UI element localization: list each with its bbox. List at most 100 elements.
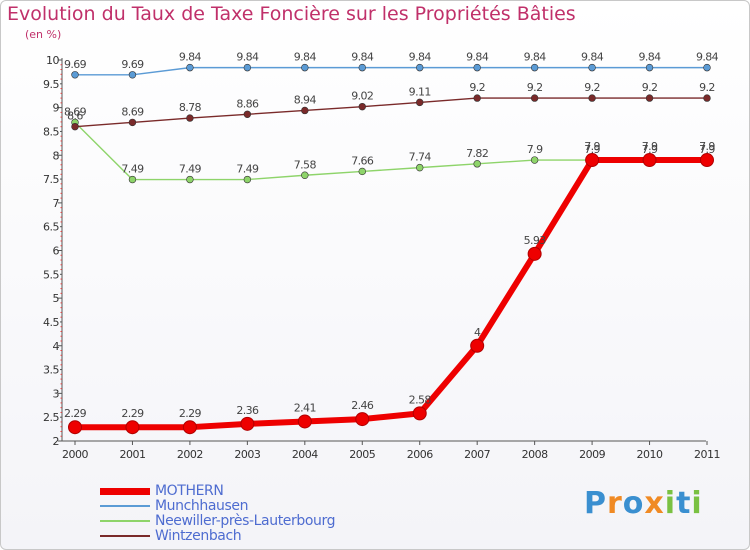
logo-letter: i (664, 486, 677, 521)
data-point (128, 118, 137, 127)
data-point (416, 63, 424, 72)
data-label: 9.2 (642, 81, 658, 94)
data-point (416, 98, 424, 107)
logo-letter: x (644, 486, 665, 521)
legend-label: Wintzenbach (155, 528, 242, 544)
x-tick-label: 2008 (522, 448, 548, 461)
y-tick-label: 8 (53, 149, 60, 162)
data-label: 9.2 (527, 81, 543, 94)
data-point (186, 114, 194, 122)
data-label: 4 (474, 326, 481, 339)
x-tick-label: 2003 (234, 448, 260, 461)
series-line-3 (74, 97, 708, 128)
data-point (358, 63, 366, 72)
data-label: 7.82 (466, 147, 488, 160)
data-label: 7.49 (236, 163, 259, 176)
data-point (527, 246, 542, 261)
data-label: 9.69 (121, 58, 144, 71)
data-point (645, 94, 654, 102)
data-label: 8.6 (67, 110, 83, 123)
data-point (642, 153, 657, 168)
data-point (358, 167, 366, 176)
y-tick-label: 4.5 (43, 316, 59, 329)
data-label: 2.58 (409, 393, 432, 406)
y-tick-label: 6 (53, 245, 60, 258)
data-label: 9.2 (699, 81, 715, 94)
data-point (186, 175, 194, 184)
x-tick-label: 2001 (119, 448, 145, 461)
y-tick-label: 2.5 (43, 411, 59, 424)
data-label: 9.2 (584, 81, 600, 94)
data-label: 9.84 (351, 51, 374, 64)
data-point (243, 175, 252, 184)
x-tick-label: 2000 (62, 448, 88, 461)
legend-swatch (100, 505, 150, 507)
data-label: 2.29 (121, 407, 144, 420)
data-label: 2.29 (64, 407, 87, 420)
data-point (128, 175, 137, 184)
data-label: 9.02 (351, 90, 373, 103)
data-label: 8.69 (121, 105, 144, 118)
data-point (301, 106, 309, 115)
data-label: 7.66 (351, 154, 374, 167)
data-label: 8.86 (236, 97, 259, 110)
chart-title: Evolution du Taux de Taxe Foncière sur l… (7, 3, 576, 25)
x-tick-label: 2011 (694, 448, 720, 461)
data-label: 7.9 (642, 143, 658, 156)
y-axis-unit-label: (en %) (25, 28, 62, 41)
x-tick-label: 2004 (292, 448, 318, 461)
data-label: 9.84 (409, 51, 432, 64)
data-point (473, 63, 481, 72)
logo-letter: t (676, 486, 692, 521)
data-label: 2.41 (294, 401, 316, 414)
legend-label: MOTHERN (155, 483, 224, 499)
data-label: 2.29 (179, 407, 202, 420)
y-tick-label: 5.5 (43, 268, 59, 281)
x-tick-label: 2009 (579, 448, 605, 461)
data-point (585, 153, 600, 168)
data-label: 7.9 (642, 140, 658, 153)
data-label: 5.93 (524, 234, 547, 247)
data-label: 7.9 (699, 140, 715, 153)
data-label: 7.9 (527, 143, 543, 156)
data-label: 7.49 (179, 163, 202, 176)
data-point (530, 94, 539, 102)
data-point (125, 420, 140, 435)
y-tick-label: 4 (53, 340, 60, 353)
data-label: 9.84 (294, 51, 317, 64)
y-tick-label: 9.5 (43, 78, 59, 91)
x-tick-label: 2005 (349, 448, 375, 461)
data-point (71, 122, 79, 131)
data-point (530, 156, 539, 164)
data-point (588, 63, 596, 72)
data-point (412, 406, 427, 421)
y-tick-label: 9 (53, 102, 60, 115)
proxiti-logo: Proxiti (584, 486, 703, 521)
y-tick-label: 5 (53, 292, 60, 305)
y-tick-label: 8.5 (43, 125, 59, 138)
data-point (473, 94, 481, 102)
data-label: 7.58 (294, 158, 317, 171)
data-label: 9.69 (64, 58, 87, 71)
y-tick-label: 10 (46, 54, 59, 67)
data-label: 7.9 (699, 143, 715, 156)
data-point (297, 414, 312, 429)
data-label: 8.94 (294, 93, 317, 106)
legend-label: Munchhausen (155, 498, 249, 514)
data-label: 9.84 (696, 51, 719, 64)
data-point (240, 416, 255, 431)
logo-letter: r (607, 486, 623, 521)
legend-swatch (100, 535, 150, 537)
y-tick-label: 3 (53, 387, 60, 400)
data-point (128, 71, 137, 79)
x-tick-label: 2006 (407, 448, 433, 461)
data-label: 9.84 (179, 51, 202, 64)
legend-swatch (100, 520, 150, 522)
x-tick-label: 2002 (177, 448, 203, 461)
series-line-1 (74, 66, 708, 76)
y-tick-label: 7 (53, 197, 60, 210)
y-tick-label: 6.5 (43, 221, 59, 234)
data-point (703, 63, 711, 72)
data-label: 2.46 (351, 399, 374, 412)
